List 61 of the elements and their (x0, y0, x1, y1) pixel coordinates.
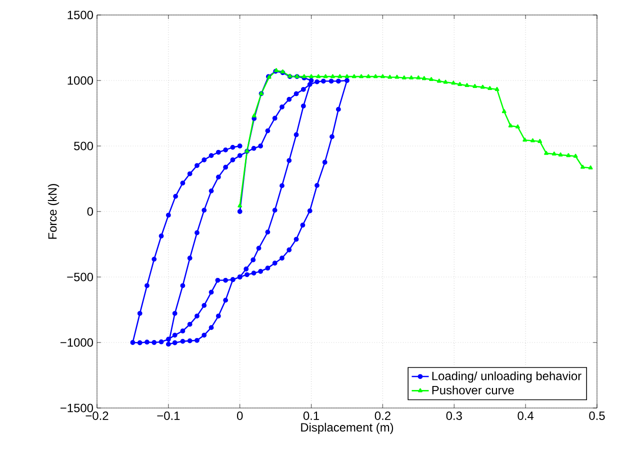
y-tick-label: 1000 (68, 76, 94, 85)
point (422, 76, 426, 80)
point (402, 75, 406, 80)
point (530, 138, 535, 142)
point (558, 152, 563, 156)
x-tick-label: −0.2 (86, 412, 108, 420)
point (451, 80, 456, 85)
x-tick-label: 0 (237, 412, 243, 420)
point (252, 113, 256, 118)
point (443, 80, 448, 84)
point (323, 74, 328, 78)
y-axis-title: Force (kN) (48, 184, 60, 239)
point (373, 74, 378, 78)
point (488, 86, 492, 90)
x-tick-label: 0.2 (374, 412, 390, 420)
point (388, 74, 392, 79)
x-tick-label: 0.3 (446, 412, 462, 420)
point (502, 109, 506, 114)
point (552, 152, 556, 156)
point (352, 74, 356, 78)
legend-label: Pushover curve (432, 386, 514, 394)
point (494, 86, 500, 91)
point (416, 75, 421, 80)
point (580, 164, 585, 169)
point (464, 83, 470, 88)
point (480, 84, 485, 89)
point (238, 203, 242, 208)
point (394, 74, 400, 79)
point (359, 74, 364, 78)
point (508, 123, 513, 128)
point (472, 84, 478, 88)
point (544, 150, 548, 155)
legend-label: Loading/ unloading behavior (432, 371, 582, 383)
y-tick-label: 0 (87, 207, 94, 216)
x-axis-title: Displacement (m) (301, 422, 394, 434)
point (316, 74, 321, 78)
point (380, 74, 385, 78)
point (458, 82, 462, 86)
point (436, 78, 442, 83)
point (429, 77, 434, 81)
point (409, 75, 414, 80)
point (309, 74, 314, 78)
point (538, 138, 542, 143)
point (573, 154, 578, 158)
x-tick-label: 0.1 (303, 412, 320, 420)
point (330, 74, 335, 78)
y-tick-label: 1500 (68, 10, 94, 20)
point (366, 74, 371, 78)
x-tick-label: −0.1 (157, 412, 180, 420)
x-tick-label: 0.5 (589, 412, 605, 420)
x-tick-label: 0.4 (518, 412, 534, 420)
point (588, 165, 593, 170)
point (338, 74, 342, 78)
point (344, 74, 350, 78)
y-tick-label: −1000 (60, 338, 94, 347)
y-tick-label: −1500 (60, 404, 94, 412)
y-tick-label: 500 (74, 142, 94, 150)
point (516, 124, 520, 128)
point (566, 153, 571, 158)
y-tick-label: −500 (67, 272, 94, 282)
point (522, 138, 528, 142)
